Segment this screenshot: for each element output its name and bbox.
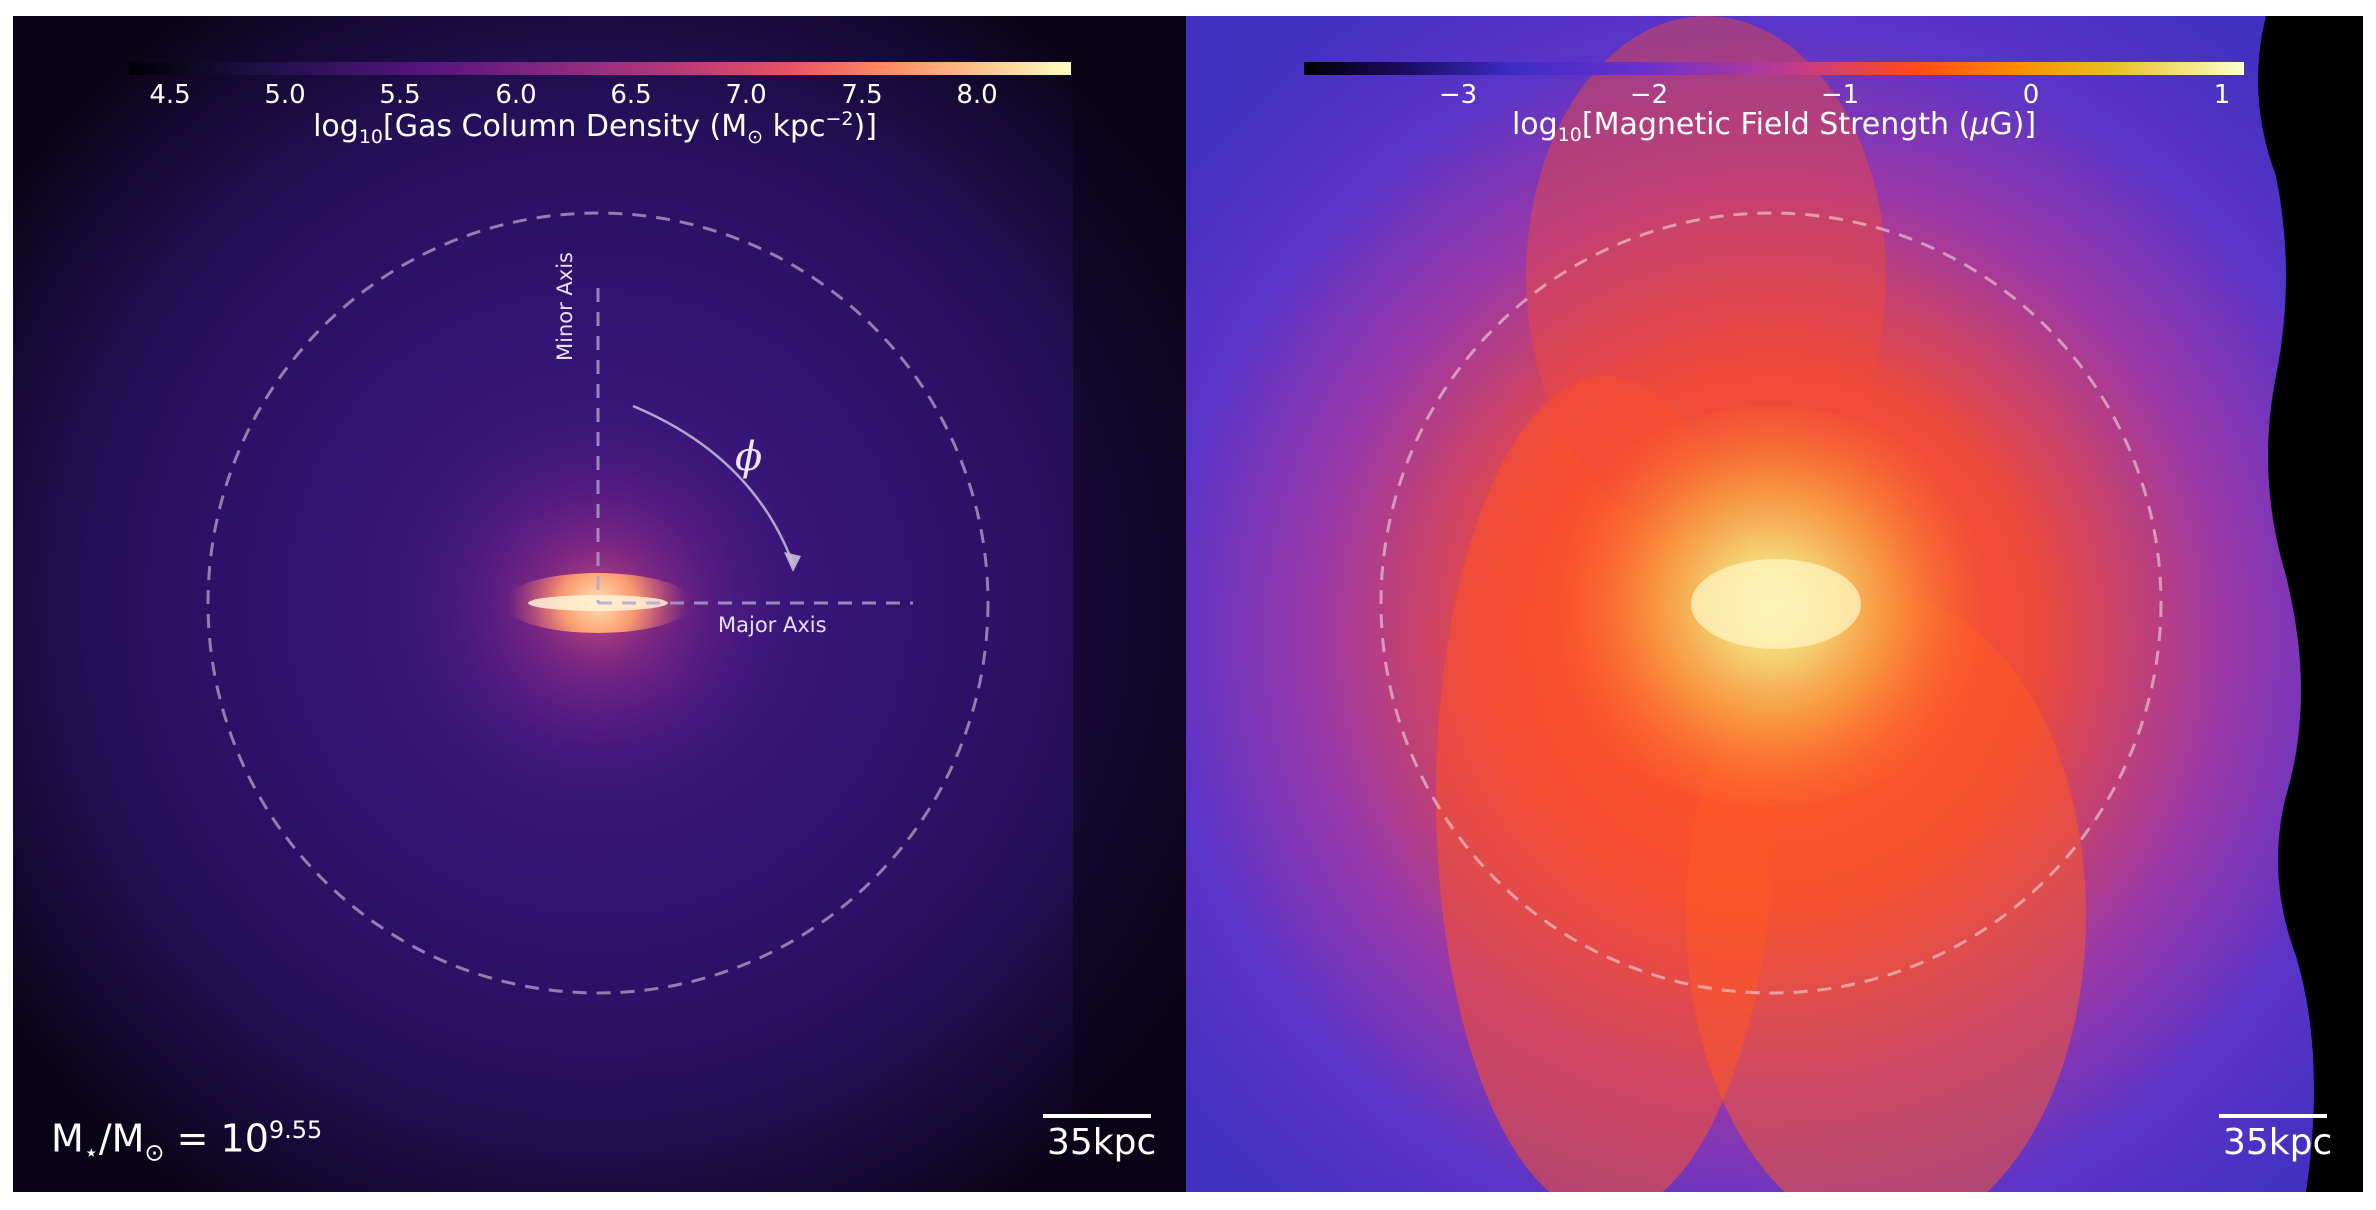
magnetic-field-map: [1186, 16, 2363, 1192]
angle-arc: [632, 404, 795, 565]
colorbar-tick: 0: [2022, 80, 2040, 110]
magnetic-field-panel: −3 −2 −1 0 1 log10[Magnetic Field Streng…: [1186, 16, 2363, 1192]
colorbar-tick: 4.5: [149, 80, 191, 110]
colorbar-tick: 5.0: [264, 80, 306, 110]
colorbar-tick: −1: [1820, 80, 1860, 110]
colorbar-tick: 6.0: [495, 80, 537, 110]
gas-density-colorbar: [129, 62, 1071, 75]
colorbar-tick: −3: [1438, 80, 1478, 110]
colorbar-tick: 7.5: [841, 80, 883, 110]
angle-arrowhead: [784, 552, 801, 572]
scale-bar-label: 35kpc: [2223, 1122, 2333, 1163]
colorbar-tick: 5.5: [379, 80, 421, 110]
colorbar-tick: −2: [1629, 80, 1669, 110]
magnetic-field-colorbar-label: log10[Magnetic Field Strength (μG)]: [1511, 107, 2037, 146]
colorbar-tick: 1: [2213, 80, 2231, 110]
scale-bar: [1043, 1114, 1151, 1118]
empty-region: [2258, 16, 2363, 1192]
colorbar-tick: 7.0: [725, 80, 767, 110]
gas-density-panel: 4.5 5.0 5.5 6.0 6.5 7.0 7.5 8.0 log10[Ga…: [13, 16, 1186, 1192]
virial-radius-circle: [206, 211, 990, 995]
scale-bar-label: 35kpc: [1047, 1122, 1157, 1163]
stellar-mass-label: M⋆/M⊙ = 109.55: [51, 1116, 323, 1167]
gas-density-map: [13, 16, 1186, 1192]
colorbar-tick: 6.5: [610, 80, 652, 110]
virial-radius-circle: [1379, 211, 2163, 995]
major-axis-label: Major Axis: [718, 613, 827, 637]
magnetic-field-colorbar: [1304, 62, 2244, 75]
azimuthal-angle-symbol: ϕ: [735, 434, 763, 480]
gas-density-colorbar-label: log10[Gas Column Density (M⊙ kpc−2)]: [313, 108, 877, 148]
colorbar-tick: 8.0: [956, 80, 998, 110]
minor-axis-label: Minor Axis: [553, 252, 577, 361]
scale-bar: [2219, 1114, 2327, 1118]
